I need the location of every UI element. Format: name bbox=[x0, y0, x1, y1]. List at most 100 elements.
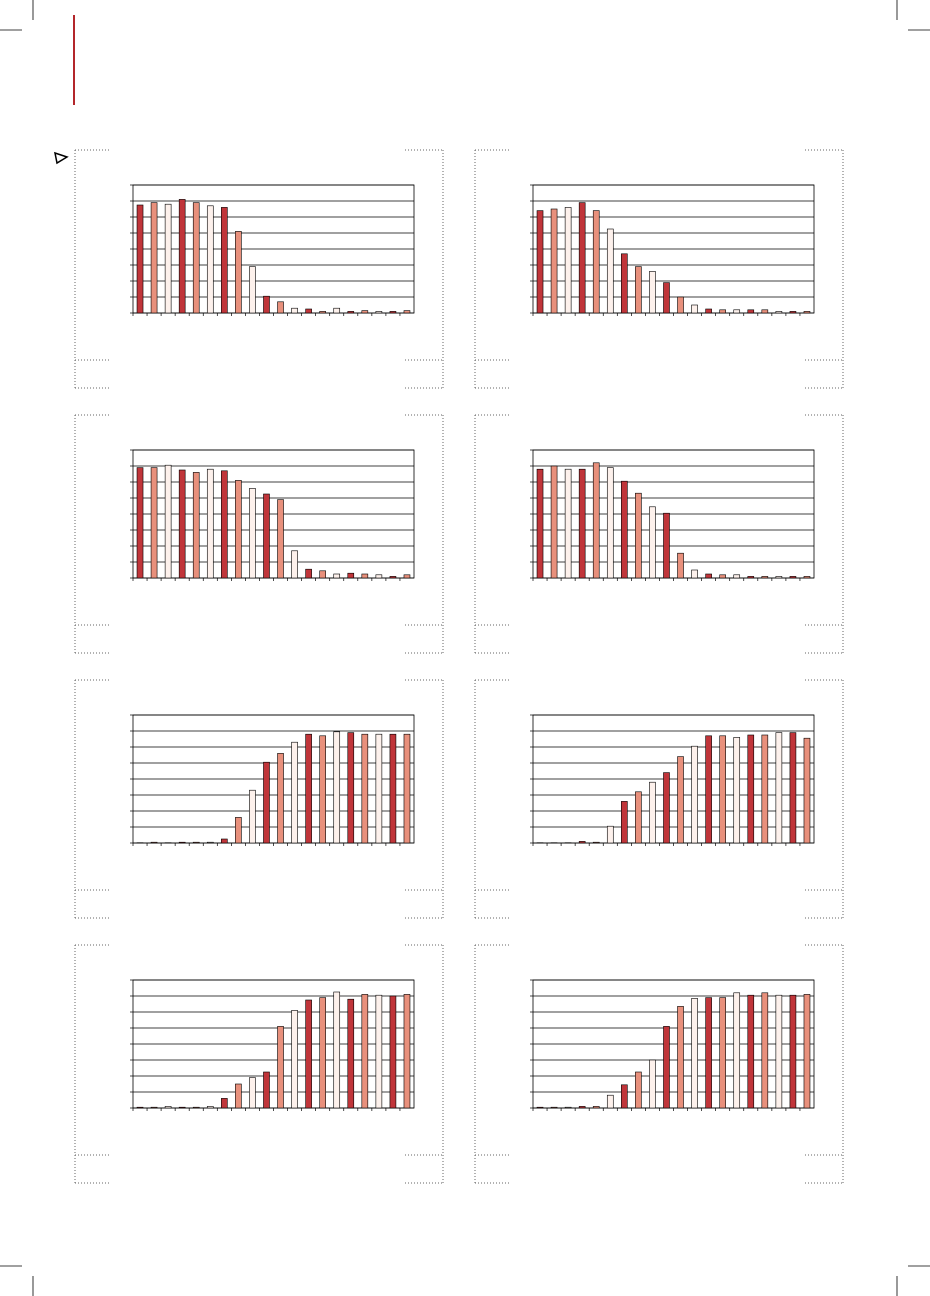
bar bbox=[578, 468, 586, 579]
bar bbox=[136, 467, 144, 579]
bar bbox=[691, 569, 698, 579]
chart-panel bbox=[474, 414, 844, 654]
bar bbox=[235, 231, 242, 314]
bar bbox=[635, 1071, 642, 1109]
bar bbox=[705, 735, 712, 844]
bar bbox=[375, 574, 383, 579]
bar bbox=[333, 307, 341, 314]
bar bbox=[291, 307, 298, 314]
bar bbox=[164, 203, 172, 314]
bar bbox=[263, 295, 270, 314]
bar bbox=[677, 552, 684, 579]
bar bbox=[719, 309, 726, 314]
bar bbox=[361, 310, 369, 314]
chart-panel bbox=[474, 149, 844, 389]
bar bbox=[649, 1059, 656, 1109]
bar bbox=[136, 1106, 144, 1109]
bar bbox=[705, 308, 712, 314]
bar bbox=[803, 737, 811, 844]
bar bbox=[550, 465, 558, 579]
bar bbox=[775, 311, 783, 314]
bar bbox=[564, 1106, 572, 1109]
bar bbox=[747, 734, 755, 844]
bar bbox=[403, 310, 411, 314]
bar bbox=[361, 994, 369, 1109]
bar bbox=[305, 733, 312, 844]
bar bbox=[691, 998, 698, 1109]
bar bbox=[389, 576, 397, 579]
bar bbox=[319, 311, 326, 314]
bar bbox=[305, 999, 312, 1109]
bar bbox=[705, 997, 712, 1109]
bar bbox=[291, 741, 298, 844]
bar bbox=[347, 998, 355, 1109]
bar bbox=[606, 1094, 614, 1109]
bar bbox=[277, 499, 284, 579]
bar bbox=[564, 207, 572, 314]
bar bbox=[649, 506, 656, 579]
bar bbox=[277, 753, 284, 844]
bar bbox=[747, 309, 755, 314]
bar bbox=[621, 480, 628, 579]
bar bbox=[221, 838, 228, 844]
bar bbox=[789, 311, 797, 314]
bar bbox=[389, 995, 397, 1109]
bar bbox=[375, 311, 383, 314]
bar bbox=[249, 266, 256, 314]
bar bbox=[192, 202, 200, 314]
bar bbox=[663, 772, 670, 844]
bar bbox=[536, 1106, 544, 1109]
bar bbox=[803, 994, 811, 1109]
bar bbox=[649, 781, 656, 844]
bar bbox=[389, 311, 397, 314]
bar bbox=[775, 576, 783, 579]
bar bbox=[347, 732, 355, 844]
bar bbox=[536, 468, 544, 579]
bar bbox=[333, 991, 341, 1109]
bar bbox=[733, 574, 741, 579]
chart-panel bbox=[74, 149, 444, 389]
bar bbox=[789, 994, 797, 1109]
bar bbox=[206, 1106, 214, 1109]
bar bbox=[403, 994, 411, 1109]
bar bbox=[235, 480, 242, 579]
bar bbox=[277, 301, 284, 314]
bar bbox=[136, 204, 144, 314]
bar bbox=[803, 576, 811, 579]
bar bbox=[691, 745, 698, 844]
bar bbox=[606, 825, 614, 844]
bar bbox=[789, 576, 797, 579]
bar bbox=[178, 199, 186, 314]
arrow-icon bbox=[54, 151, 69, 165]
bar bbox=[592, 1106, 600, 1109]
bar bbox=[249, 488, 256, 579]
bar bbox=[719, 997, 726, 1109]
bar bbox=[150, 467, 158, 579]
bar bbox=[663, 1026, 670, 1109]
bar bbox=[761, 576, 769, 579]
bar bbox=[635, 791, 642, 844]
bar bbox=[221, 207, 228, 314]
bar bbox=[277, 1026, 284, 1109]
bar bbox=[733, 737, 741, 844]
bar bbox=[578, 1106, 586, 1109]
bar bbox=[164, 1106, 172, 1109]
bar bbox=[592, 462, 600, 579]
bar bbox=[606, 467, 614, 579]
bar bbox=[235, 1083, 242, 1109]
chart-panel bbox=[474, 944, 844, 1184]
bar bbox=[263, 493, 270, 579]
bar bbox=[206, 468, 214, 579]
chart-panel bbox=[74, 944, 444, 1184]
bar bbox=[221, 1098, 228, 1109]
bar bbox=[305, 568, 312, 579]
bar bbox=[206, 205, 214, 314]
bar bbox=[192, 472, 200, 579]
bar bbox=[789, 732, 797, 844]
bar bbox=[305, 308, 312, 314]
bar bbox=[677, 756, 684, 844]
bar bbox=[361, 733, 369, 844]
bar bbox=[747, 994, 755, 1109]
bar bbox=[719, 735, 726, 844]
